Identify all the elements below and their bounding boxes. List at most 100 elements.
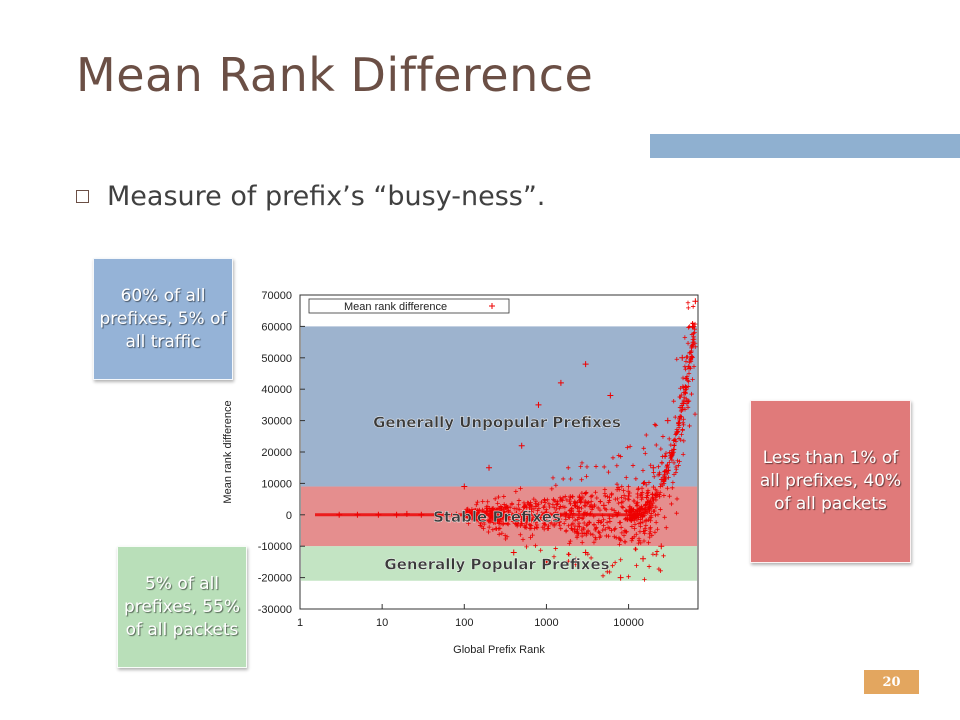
scatter-point: [555, 499, 560, 504]
scatter-point: [554, 506, 559, 512]
data-point: [582, 549, 589, 556]
scatter-point: [573, 562, 578, 567]
scatter-point: [676, 423, 682, 428]
scatter-point: [640, 506, 645, 511]
scatter-point: [632, 518, 637, 523]
data-point: [543, 558, 550, 565]
scatter-point: [562, 505, 568, 510]
scatter-point: [589, 493, 595, 499]
scatter-point: [667, 494, 672, 499]
scatter-point: [653, 520, 659, 525]
scatter-point: [531, 518, 536, 524]
scatter-point: [546, 523, 551, 529]
scatter-point: [648, 463, 653, 468]
scatter-point: [671, 443, 677, 448]
scatter-point: [596, 518, 602, 523]
region-label: Generally Popular Prefixes: [384, 555, 609, 573]
scatter-point: [670, 450, 676, 456]
scatter-point: [601, 464, 607, 470]
scatter-point: [501, 502, 507, 507]
scatter-point: [579, 460, 585, 466]
scatter-point: [515, 521, 521, 527]
scatter-point: [642, 511, 648, 516]
scatter-point: [665, 486, 670, 491]
scatter-point: [668, 453, 673, 458]
scatter-point: [651, 484, 656, 490]
scatter-point: [654, 552, 659, 557]
scatter-point: [689, 345, 694, 351]
scatter-point: [686, 364, 691, 369]
scatter-point: [657, 470, 662, 475]
scatter-point: [663, 451, 669, 456]
scatter-point: [634, 515, 640, 521]
scatter-point: [572, 523, 578, 529]
scatter-point: [632, 526, 637, 531]
data-point: [607, 392, 614, 399]
scatter-point: [577, 494, 582, 499]
scatter-point: [536, 501, 541, 507]
scatter-point: [674, 357, 679, 362]
scatter-point: [497, 518, 502, 524]
scatter-point: [670, 485, 675, 491]
scatter-point: [683, 390, 688, 395]
scatter-point: [631, 498, 637, 504]
scatter-point: [480, 499, 485, 504]
scatter-point: [652, 422, 658, 427]
scatter-point: [639, 497, 644, 502]
scatter-point: [616, 500, 621, 506]
scatter-point: [553, 483, 559, 488]
scatter-point: [662, 472, 667, 477]
scatter-point: [650, 552, 656, 557]
scatter-point: [674, 467, 679, 472]
scatter-point: [602, 506, 608, 511]
scatter-point: [650, 503, 655, 509]
scatter-point: [619, 500, 624, 505]
scatter-point: [513, 506, 519, 511]
y-tick-label: 70000: [261, 290, 292, 302]
scatter-point: [667, 460, 672, 465]
scatter-point: [594, 525, 599, 530]
scatter-point: [496, 494, 501, 500]
scatter-point: [646, 480, 652, 485]
scatter-point: [469, 507, 475, 512]
scatter-point: [647, 507, 652, 513]
scatter-point: [605, 569, 610, 575]
scatter-point: [568, 501, 573, 507]
scatter-point: [635, 491, 640, 497]
scatter-point: [549, 486, 555, 492]
scatter-point: [560, 504, 566, 509]
scatter-point: [615, 485, 621, 490]
scatter-point: [640, 495, 645, 500]
scatter-point: [640, 519, 646, 525]
scatter-point: [659, 460, 665, 466]
scatter-point: [584, 464, 590, 470]
scatter-point: [591, 540, 597, 545]
scatter-point: [563, 528, 569, 534]
scatter-point: [572, 518, 578, 523]
data-point: [650, 464, 657, 471]
scatter-point: [601, 517, 606, 522]
scatter-point: [498, 504, 504, 509]
scatter-point: [621, 533, 627, 538]
scatter-point: [678, 386, 683, 391]
scatter-point: [579, 490, 585, 496]
scatter-point: [596, 529, 601, 535]
band-unpopular: [301, 326, 697, 487]
scatter-point: [625, 445, 630, 450]
scatter-point: [679, 403, 685, 408]
scatter-point: [658, 507, 663, 512]
scatter-point: [595, 505, 601, 511]
scatter-point: [539, 499, 544, 505]
scatter-point: [641, 480, 646, 486]
scatter-point: [583, 490, 589, 495]
scatter-point: [624, 475, 629, 480]
scatter-point: [675, 458, 680, 463]
data-point: [664, 417, 671, 424]
scatter-point: [530, 532, 535, 538]
scatter-point: [651, 508, 656, 514]
scatter-point: [631, 534, 637, 540]
legend-box: [308, 298, 510, 314]
scatter-point: [618, 538, 624, 543]
scatter-point: [584, 530, 589, 536]
scatter-point: [523, 524, 528, 530]
